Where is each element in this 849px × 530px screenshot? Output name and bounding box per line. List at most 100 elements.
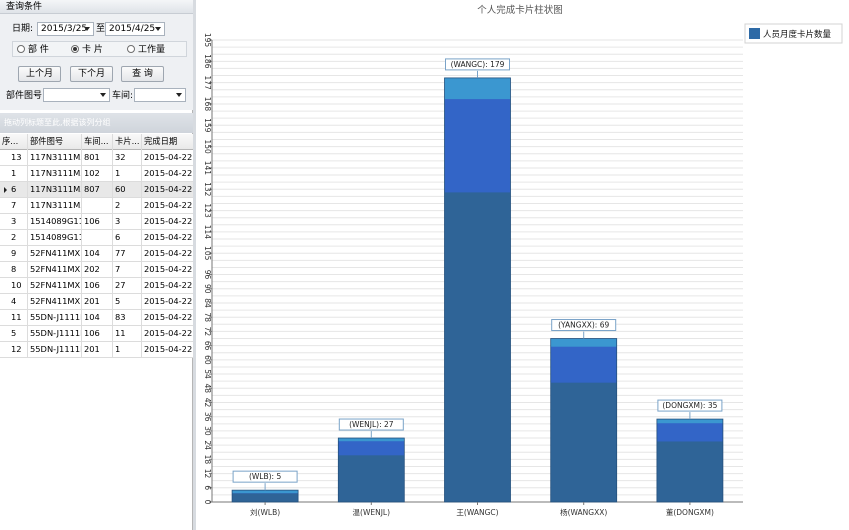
cell-seq[interactable]: 10	[0, 278, 28, 294]
cell-part-number[interactable]: 117N3111MX	[28, 166, 82, 182]
cell-finish-date[interactable]: 2015-04-22	[144, 344, 193, 354]
table-row[interactable]: 7 117N3111MX 2 2015-04-22	[0, 198, 193, 214]
cell-workshop[interactable]: 201	[82, 342, 113, 358]
radio-parts-circle[interactable]	[17, 45, 25, 53]
cell-part-number[interactable]: 52FN411MX	[28, 246, 82, 262]
column-header-seq[interactable]: 序...	[0, 134, 28, 150]
cell-workshop[interactable]: 104	[82, 310, 113, 326]
table-row[interactable]: 13 117N3111MX 801 32 2015-04-22	[0, 150, 193, 166]
cell-part-number[interactable]: 117N3111MX	[28, 182, 82, 198]
table-row[interactable]: 8 52FN411MX 202 7 2015-04-22	[0, 262, 193, 278]
table-row[interactable]: 6 117N3111MX 807 60 2015-04-22	[0, 182, 193, 198]
chevron-down-icon[interactable]	[176, 93, 182, 97]
radio-workload-circle[interactable]	[127, 45, 135, 53]
cell-part-number[interactable]: 52FN411MX	[28, 278, 82, 294]
cell-part-number[interactable]: 55DN-J1111MX	[28, 342, 82, 358]
cell-seq[interactable]: 12	[0, 342, 28, 358]
cell-finish-date[interactable]: 2015-04-22	[144, 264, 193, 274]
group-by-panel[interactable]: 拖动列标题至此,根据该列分组	[0, 113, 193, 133]
cell-finish-date[interactable]: 2015-04-22	[144, 280, 193, 290]
table-row[interactable]: 4 52FN411MX 201 5 2015-04-22	[0, 294, 193, 310]
cell-cards[interactable]: 5	[113, 294, 142, 310]
cell-finish-date[interactable]: 2015-04-22	[144, 296, 193, 306]
cell-part-number[interactable]: 52FN411MX	[28, 262, 82, 278]
table-row[interactable]: 10 52FN411MX 106 27 2015-04-22	[0, 278, 193, 294]
cell-cards[interactable]: 1	[113, 342, 142, 358]
cell-cards[interactable]: 83	[113, 310, 142, 326]
column-header-finish-date[interactable]: 完成日期	[144, 136, 178, 146]
cell-workshop[interactable]: 801	[82, 150, 113, 166]
radio-cards-circle[interactable]	[71, 45, 79, 53]
cell-finish-date[interactable]: 2015-04-22	[144, 328, 193, 338]
cell-workshop[interactable]: 104	[82, 246, 113, 262]
chevron-down-icon[interactable]	[155, 27, 161, 31]
cell-seq[interactable]: 9	[0, 246, 28, 262]
cell-seq[interactable]: 7	[0, 198, 28, 214]
cell-workshop[interactable]: 102	[82, 166, 113, 182]
cell-finish-date[interactable]: 2015-04-22	[144, 200, 193, 210]
cell-workshop[interactable]: 106	[82, 214, 113, 230]
cell-part-number[interactable]: 1514089G111...	[28, 230, 82, 246]
next-month-button[interactable]: 下个月	[70, 66, 113, 82]
cell-part-number[interactable]: 117N3111MX	[28, 150, 82, 166]
cell-workshop[interactable]	[82, 230, 113, 246]
date-from-picker[interactable]: 2015/3/25	[37, 22, 94, 36]
part-number-combo[interactable]	[43, 88, 110, 102]
cell-seq[interactable]: 4	[0, 294, 28, 310]
cell-workshop[interactable]: 807	[82, 182, 113, 198]
cell-cards[interactable]: 27	[113, 278, 142, 294]
cell-cards[interactable]: 6	[113, 230, 142, 246]
workshop-combo[interactable]	[134, 88, 186, 102]
cell-workshop[interactable]: 202	[82, 262, 113, 278]
radio-cards[interactable]: 卡 片	[71, 44, 103, 56]
cell-part-number[interactable]: 1514089G111...	[28, 214, 82, 230]
cell-finish-date[interactable]: 2015-04-22	[144, 232, 193, 242]
table-row[interactable]: 1 117N3111MX 102 1 2015-04-22	[0, 166, 193, 182]
column-header-workshop[interactable]: 车间...	[82, 134, 113, 150]
cell-workshop[interactable]	[82, 198, 113, 214]
radio-parts[interactable]: 部 件	[17, 44, 49, 56]
query-button[interactable]: 查 询	[121, 66, 164, 82]
cell-finish-date[interactable]: 2015-04-22	[144, 248, 193, 258]
cell-finish-date[interactable]: 2015-04-22	[144, 152, 193, 162]
cell-seq[interactable]: 2	[0, 230, 28, 246]
cell-seq[interactable]: 5	[0, 326, 28, 342]
radio-workload[interactable]: 工作量	[127, 44, 165, 56]
cell-seq[interactable]: 13	[0, 150, 28, 166]
cell-workshop[interactable]: 201	[82, 294, 113, 310]
cell-seq[interactable]: 6	[0, 182, 28, 198]
table-row[interactable]: 9 52FN411MX 104 77 2015-04-22	[0, 246, 193, 262]
chevron-down-icon[interactable]	[84, 27, 90, 31]
date-to-picker[interactable]: 2015/4/25	[105, 22, 165, 36]
cell-seq[interactable]: 3	[0, 214, 28, 230]
cell-workshop[interactable]: 106	[82, 278, 113, 294]
cell-part-number[interactable]: 52FN411MX	[28, 294, 82, 310]
panel-splitter[interactable]	[193, 0, 196, 530]
prev-month-button[interactable]: 上个月	[18, 66, 61, 82]
cell-finish-date[interactable]: 2015-04-22	[144, 184, 193, 194]
cell-part-number[interactable]: 55DN-J1111MX	[28, 310, 82, 326]
column-header-cards[interactable]: 卡片...	[113, 134, 142, 150]
cell-cards[interactable]: 1	[113, 166, 142, 182]
cell-seq[interactable]: 8	[0, 262, 28, 278]
column-header-part-number[interactable]: 部件图号	[28, 134, 82, 150]
cell-cards[interactable]: 11	[113, 326, 142, 342]
cell-finish-date[interactable]: 2015-04-22	[144, 216, 193, 226]
cell-cards[interactable]: 60	[113, 182, 142, 198]
cell-cards[interactable]: 2	[113, 198, 142, 214]
cell-cards[interactable]: 3	[113, 214, 142, 230]
cell-finish-date[interactable]: 2015-04-22	[144, 312, 193, 322]
cell-cards[interactable]: 7	[113, 262, 142, 278]
cell-cards[interactable]: 77	[113, 246, 142, 262]
cell-finish-date[interactable]: 2015-04-22	[144, 168, 193, 178]
cell-seq[interactable]: 11	[0, 310, 28, 326]
cell-cards[interactable]: 32	[113, 150, 142, 166]
cell-workshop[interactable]: 106	[82, 326, 113, 342]
cell-part-number[interactable]: 117N3111MX	[28, 198, 82, 214]
cell-seq[interactable]: 1	[0, 166, 28, 182]
